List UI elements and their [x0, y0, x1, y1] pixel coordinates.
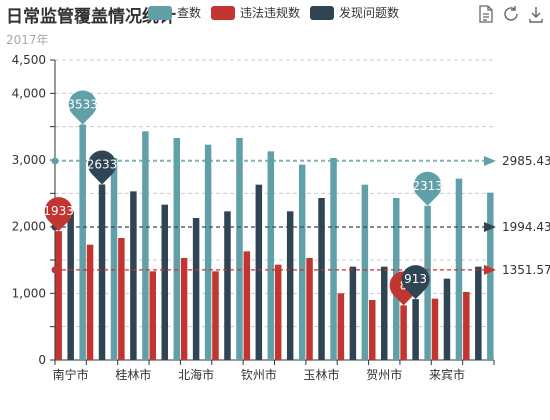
pin-marker-issues-label: 2633	[87, 157, 118, 171]
bar-issues	[161, 204, 168, 360]
refresh-icon[interactable]	[502, 5, 520, 23]
average-start-dot-violations	[51, 266, 59, 274]
x-tick-label: 玉林市	[304, 367, 340, 382]
bar-violations	[55, 231, 62, 360]
pin-marker-issues-label: 913	[404, 272, 427, 286]
y-tick-label: 0	[38, 353, 46, 367]
average-label-violations: 1351.57	[502, 263, 550, 277]
pin-marker-inspections	[68, 90, 97, 125]
bar-inspections	[298, 164, 306, 360]
average-arrow-inspections	[484, 155, 496, 166]
bar-inspections	[361, 184, 369, 360]
average-start-dot-inspections	[51, 157, 59, 165]
pin-marker-inspections-label: 3533	[67, 97, 98, 111]
legend-swatch-inspections	[148, 5, 172, 20]
legend-swatch-issues	[310, 5, 335, 20]
chart-subtitle: 2017年	[6, 33, 49, 47]
legend-item-inspections[interactable]: 查数	[148, 4, 201, 21]
pin-marker-inspections-label: 2313	[412, 179, 443, 193]
y-tick-label: 4,500	[12, 53, 46, 67]
bar-issues	[318, 198, 325, 360]
bar-issues	[443, 278, 451, 360]
bar-inspections	[204, 144, 212, 360]
bar-issues	[475, 266, 482, 360]
pin-marker-violations	[44, 197, 73, 232]
pin-marker-issues	[88, 150, 117, 185]
bar-violations	[274, 264, 282, 360]
x-tick-label: 贺州市	[366, 367, 402, 382]
x-tick-label: 来宾市	[429, 367, 465, 382]
bar-inspections	[236, 138, 243, 360]
bar-violations	[118, 238, 125, 360]
y-tick-label: 1,000	[12, 286, 46, 300]
bar-inspections	[110, 158, 118, 360]
x-tick-label: 南宁市	[53, 367, 89, 382]
bar-issues	[412, 299, 419, 360]
bar-inspections	[173, 138, 180, 360]
y-tick-label: 2,000	[12, 220, 46, 234]
legend-item-issues[interactable]: 发现问题数	[310, 4, 399, 21]
pin-marker-issues	[401, 265, 430, 300]
bar-issues	[381, 266, 388, 360]
legend-label-inspections: 查数	[177, 6, 202, 20]
bar-inspections	[330, 158, 337, 360]
average-arrow-violations	[484, 264, 496, 275]
bar-issues	[224, 211, 231, 360]
average-label-issues: 1994.43	[502, 220, 550, 234]
bar-violations	[337, 293, 345, 360]
x-tick-label: 钦州市	[241, 367, 277, 382]
bar-violations	[463, 292, 470, 360]
bar-inspections	[79, 124, 86, 360]
bar-issues	[67, 211, 74, 360]
x-tick-label: 北海市	[178, 367, 214, 382]
chart-title: 日常监管覆盖情况统计	[6, 7, 176, 27]
legend-label-issues: 发现问题数	[339, 6, 400, 20]
bar-issues	[98, 184, 106, 360]
bar-issues	[130, 191, 137, 360]
toolbox	[478, 5, 544, 23]
bar-inspections	[142, 131, 149, 360]
bar-violations	[431, 298, 439, 360]
x-tick-label: 桂林市	[115, 367, 151, 382]
y-tick-label: 4,000	[12, 86, 46, 100]
legend: 查数 违法违规数 发现问题数	[148, 4, 399, 21]
bar-violations	[369, 300, 376, 360]
legend-label-violations: 违法违规数	[240, 6, 301, 20]
bar-issues	[255, 184, 263, 360]
legend-swatch-violations	[211, 5, 236, 20]
bar-violations	[86, 244, 94, 360]
bar-inspections	[487, 192, 494, 360]
bar-issues	[349, 266, 357, 360]
bar-inspections	[455, 178, 463, 360]
bar-violations	[243, 251, 251, 360]
bar-issues	[192, 218, 200, 360]
data-view-icon[interactable]	[478, 5, 494, 23]
legend-item-violations[interactable]: 违法违规数	[211, 4, 300, 21]
pin-marker-violations-label: 1933	[43, 204, 74, 218]
y-tick-label: 3,000	[12, 153, 46, 167]
bar-violations	[212, 271, 219, 360]
bar-violations	[306, 258, 313, 360]
bar-violations	[149, 271, 156, 360]
bar-inspections	[267, 151, 275, 360]
average-label-inspections: 2985.43	[502, 154, 550, 168]
bar-issues	[286, 211, 294, 360]
bar-violations	[400, 305, 407, 360]
bar-violations	[180, 258, 188, 360]
download-icon[interactable]	[528, 5, 544, 23]
pin-marker-inspections	[413, 171, 442, 206]
average-arrow-issues	[484, 222, 496, 233]
